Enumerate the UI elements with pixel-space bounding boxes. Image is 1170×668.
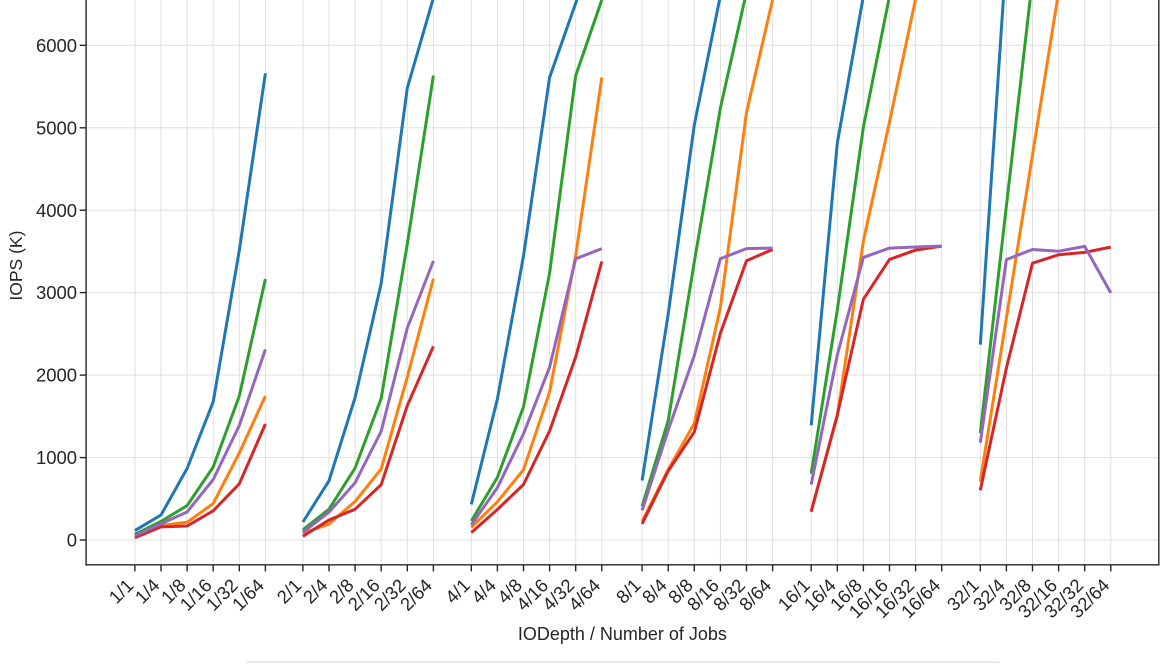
svg-text:IOPS (K): IOPS (K) <box>6 231 26 301</box>
svg-text:1000: 1000 <box>36 447 77 468</box>
svg-text:3000: 3000 <box>36 282 77 303</box>
svg-text:IODepth / Number of Jobs: IODepth / Number of Jobs <box>518 624 727 644</box>
svg-text:6000: 6000 <box>36 35 77 56</box>
svg-text:2000: 2000 <box>36 365 77 386</box>
svg-text:0: 0 <box>67 530 77 551</box>
svg-text:5000: 5000 <box>36 117 77 138</box>
svg-text:4000: 4000 <box>36 200 77 221</box>
